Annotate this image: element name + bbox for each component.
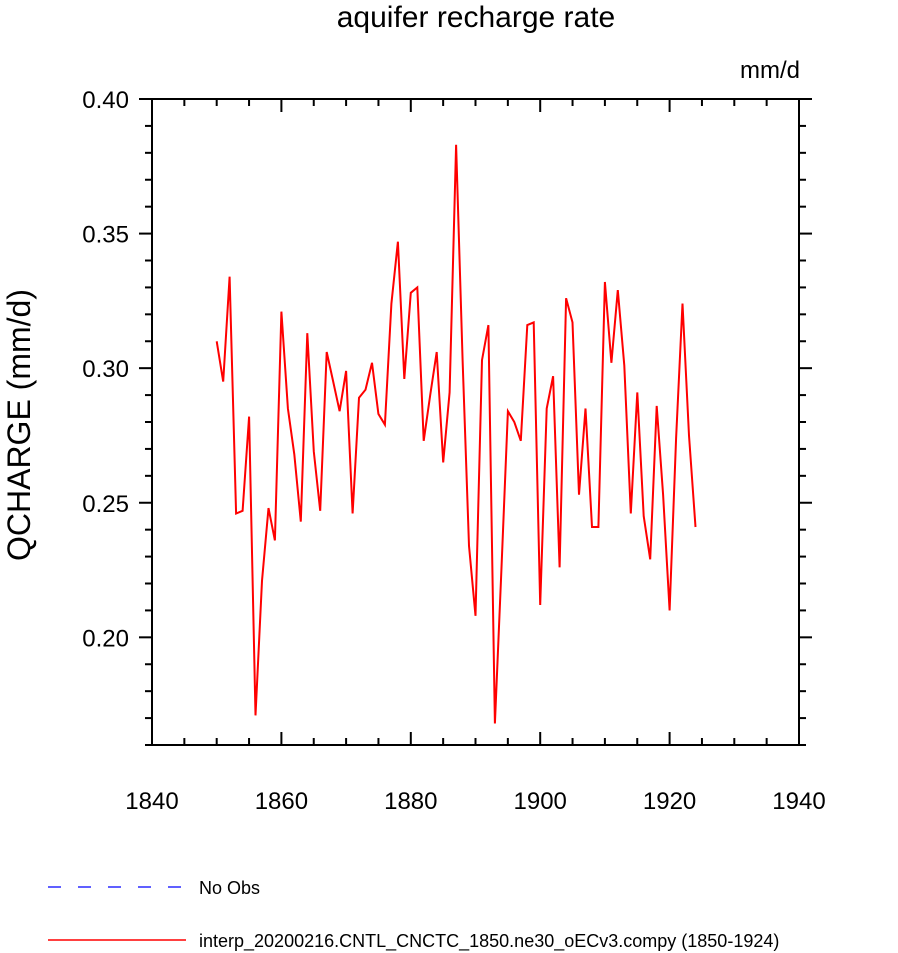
y-tick-label: 0.25 xyxy=(82,491,129,518)
y-tick-label: 0.35 xyxy=(82,222,129,249)
y-tick-label: 0.30 xyxy=(82,356,129,383)
y-tick-label: 0.20 xyxy=(82,625,129,652)
x-tick-label: 1900 xyxy=(514,788,567,815)
series-layer xyxy=(215,144,697,724)
legend-label: interp_20200216.CNTL_CNCTC_1850.ne30_oEC… xyxy=(199,931,779,952)
x-tick-label: 1940 xyxy=(772,788,825,815)
y-axis-label: QCHARGE (mm/d) xyxy=(1,289,37,561)
axis-ticks: 1840 1860 1880 1900 1920 1940 0.20 0.25 0.30 0.35… xyxy=(82,87,825,815)
chart-title: aquifer recharge rate xyxy=(337,1,616,34)
x-tick-label: 1880 xyxy=(384,788,437,815)
units-label: mm/d xyxy=(740,57,800,84)
x-tick-label: 1920 xyxy=(643,788,696,815)
plot-frame xyxy=(151,98,800,746)
legend-label: No Obs xyxy=(199,878,260,898)
legend: No Obs interp_20200216.CNTL_CNCTC_1850.ne… xyxy=(48,878,779,952)
x-tick-label: 1860 xyxy=(255,788,308,815)
series-line xyxy=(215,144,697,724)
y-tick-label: 0.40 xyxy=(82,87,129,114)
x-tick-label: 1840 xyxy=(125,788,178,815)
